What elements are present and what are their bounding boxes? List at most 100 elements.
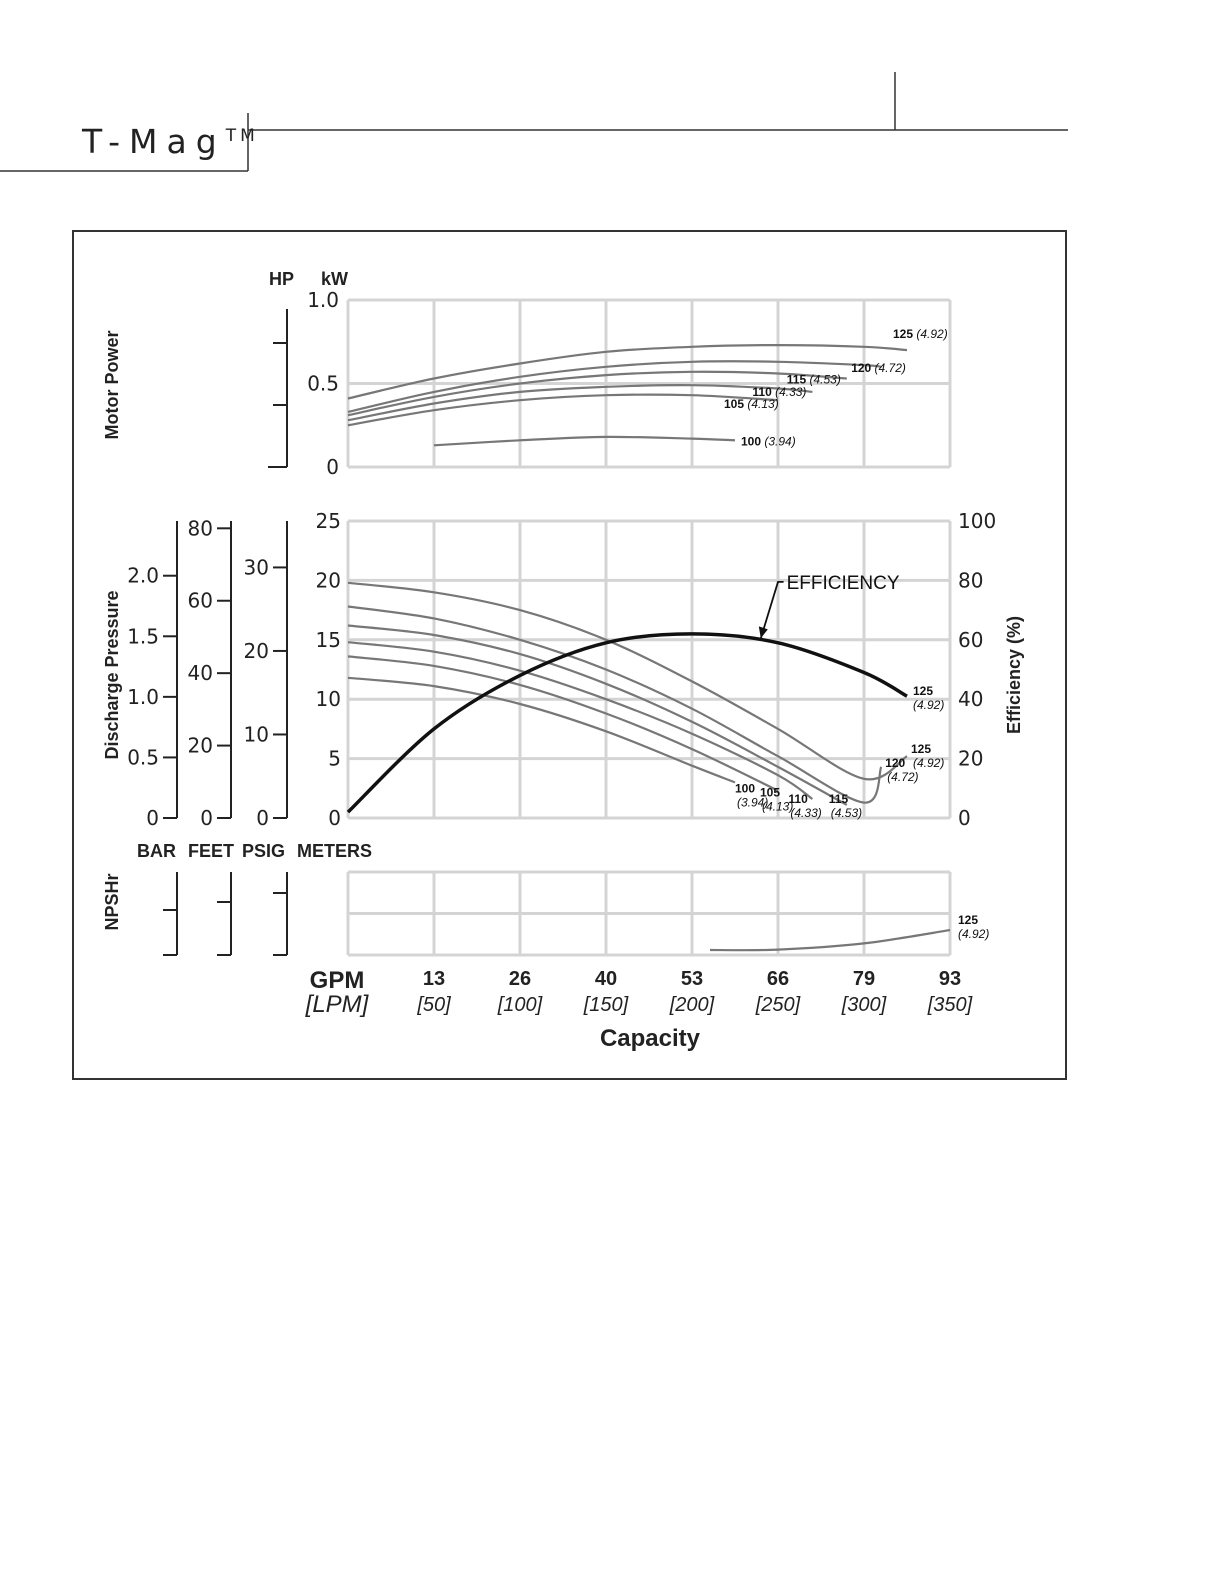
- gpm-unit-label: GPM: [310, 967, 365, 994]
- motor-power-curves: [347, 343, 908, 447]
- discharge-pressure-curve-labels: 125(4.92) 120(4.72) 115(4.53) 110(4.33) 105(…: [735, 742, 944, 820]
- head-curve-label-105: 105: [760, 786, 780, 800]
- motor-power-curve-label-110: 110 (4.33): [752, 385, 806, 399]
- motor-power-curve-labels: 125 (4.92) 120 (4.72) 115 (4.53)110 (4.33)…: [724, 327, 948, 448]
- capacity-axis: GPM [LPM] 13 [50] 26 [100] 40 [150] 53 [200] 66 […: [305, 967, 973, 1052]
- head-curve-120: [347, 605, 883, 804]
- discharge-pressure-panel: Discharge Pressure Efficiency (%) 0 0.5 1.…: [102, 509, 1024, 861]
- feet-tick-label: 40: [188, 661, 213, 685]
- bar-unit-label: BAR: [137, 841, 176, 861]
- motor-power-tick-label: 0.5: [307, 372, 339, 396]
- efficiency-tick-label: 60: [958, 628, 983, 652]
- motor-power-curve-label-120: 120 (4.72): [851, 361, 906, 375]
- meters-tick-label: 15: [316, 628, 341, 652]
- discharge-pressure-curves: [347, 581, 908, 806]
- bar-tick-label: 1.0: [127, 685, 159, 709]
- brand-name: T-Mag: [82, 122, 226, 161]
- gpm-tick-label: 13: [423, 968, 445, 990]
- lpm-unit-label: [LPM]: [305, 991, 370, 1018]
- head-curve-sublabel-115: (4.53): [831, 806, 862, 820]
- meters-tick-label: 25: [316, 509, 341, 533]
- efficiency-tick-label: 0: [958, 806, 971, 830]
- motor-power-curve-label-115: 115 (4.53): [787, 372, 841, 386]
- brand-title: T-MagTM: [82, 122, 259, 161]
- npshr-curve-125: [709, 929, 951, 952]
- gpm-tick-label: 26: [509, 968, 531, 990]
- lpm-tick-label: [150]: [583, 994, 629, 1016]
- efficiency-tick-labels: 0 20 40 60 80 100: [958, 509, 996, 830]
- motor-power-curve-115: [347, 370, 847, 417]
- head-curve-sublabel-100: (3.94): [737, 795, 768, 809]
- head-curve-label-110: 110: [788, 792, 808, 806]
- npshr-grid: [346, 870, 952, 957]
- efficiency-callout-label: EFFICIENCY: [787, 573, 900, 594]
- npshr-curve-labels: 125(4.92): [958, 913, 989, 941]
- lpm-tick-label: [50]: [416, 994, 451, 1016]
- efficiency-tick-label: 40: [958, 687, 983, 711]
- npshr-curve-sublabel-125: (4.92): [958, 927, 989, 941]
- motor-power-grid: [346, 298, 952, 469]
- motor-power-curve-label-105: 105 (4.13): [724, 397, 779, 411]
- psig-tick-label: 20: [244, 639, 269, 663]
- capacity-tick-labels: 13 [50] 26 [100] 40 [150] 53 [200] 66 [250] 79 [300…: [416, 968, 972, 1016]
- psig-tick-label: 10: [244, 722, 269, 746]
- head-curve-label-125: 125: [911, 742, 931, 756]
- motor-power-curve-120: [347, 360, 882, 413]
- npshr-curves: [709, 929, 951, 952]
- npshr-axis-title: NPSHr: [102, 873, 122, 930]
- efficiency-end-label: 125: [913, 684, 933, 698]
- bar-tick-label: 0: [146, 806, 159, 830]
- motor-power-curve-125: [347, 343, 908, 400]
- head-curve-label-120: 120: [885, 756, 905, 770]
- head-curve-105: [347, 655, 779, 792]
- head-curve-label-115: 115: [829, 792, 849, 806]
- lpm-tick-label: [300]: [841, 994, 887, 1016]
- lpm-tick-label: [200]: [669, 994, 715, 1016]
- bar-tick-label: 1.5: [127, 624, 159, 648]
- motor-power-curve-label-125: 125 (4.92): [893, 327, 948, 341]
- feet-tick-label: 80: [188, 516, 213, 540]
- gpm-tick-label: 79: [853, 968, 875, 990]
- lpm-tick-label: [250]: [755, 994, 801, 1016]
- efficiency-axis-title: Efficiency (%): [1004, 616, 1024, 734]
- capacity-axis-title: Capacity: [600, 1025, 701, 1052]
- efficiency-callout-arrowhead: [758, 626, 768, 639]
- head-curve-sublabel-120: (4.72): [887, 770, 918, 784]
- head-curve-110: [347, 641, 814, 800]
- motor-power-curve-label-100: 100 (3.94): [741, 434, 796, 448]
- meters-unit-label: METERS: [297, 841, 372, 861]
- head-curve-100: [347, 676, 736, 784]
- head-curve-sublabel-105: (4.13): [762, 800, 793, 814]
- motor-power-tick-label: 1.0: [307, 288, 339, 312]
- discharge-pressure-tick-labels: 0 5 10 15 20 25: [316, 509, 341, 830]
- gpm-tick-label: 53: [681, 968, 703, 990]
- lpm-tick-label: [350]: [927, 994, 973, 1016]
- npshr-panel: NPSHr 125(4.92): [102, 870, 989, 957]
- motor-power-panel: HP kW Motor Power 0 0.5 1.0 125 (4.92) 120 …: [102, 269, 952, 479]
- head-curve-115: [347, 624, 848, 806]
- efficiency-callout-leader: [759, 580, 784, 639]
- meters-tick-label: 5: [328, 747, 341, 771]
- motor-power-tick-labels: 0 0.5 1.0: [307, 288, 339, 479]
- bar-tick-label: 2.0: [127, 564, 159, 588]
- motor-power-curve-105: [347, 393, 779, 427]
- gpm-tick-label: 66: [767, 968, 789, 990]
- psig-tick-label: 0: [256, 806, 269, 830]
- head-curve-125: [347, 581, 908, 781]
- head-curve-label-100: 100: [735, 781, 755, 795]
- motor-power-axis-title: Motor Power: [102, 330, 122, 439]
- feet-tick-label: 0: [200, 806, 213, 830]
- meters-tick-label: 20: [316, 568, 341, 592]
- motor-power-curve-100: [433, 435, 736, 447]
- npshr-curve-label-125: 125: [958, 913, 978, 927]
- pump-curve-chart-frame: [72, 230, 1067, 1080]
- npshr-unit-axes: [163, 872, 288, 956]
- head-curve-sublabel-125: (4.92): [913, 756, 944, 770]
- discharge-pressure-grid: [346, 519, 952, 820]
- efficiency-curve-group: 125(4.92)EFFICIENCY: [346, 573, 944, 814]
- motor-power-tick-label: 0: [326, 455, 339, 479]
- header-rules: [0, 72, 1068, 172]
- lpm-tick-label: [100]: [497, 994, 543, 1016]
- efficiency-tick-label: 100: [958, 509, 996, 533]
